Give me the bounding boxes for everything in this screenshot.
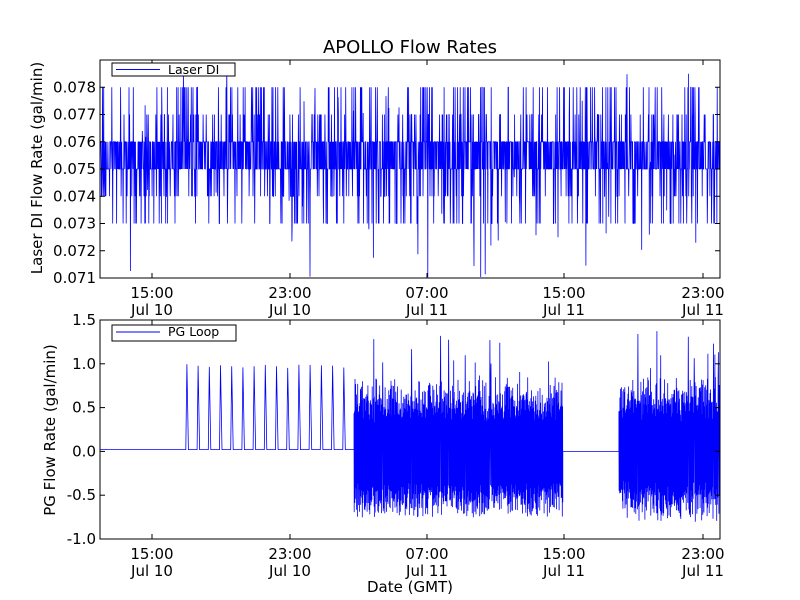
x-tick-time: 15:00 xyxy=(130,545,173,563)
y-tick-label: 1.0 xyxy=(72,355,96,373)
legend-box xyxy=(111,324,237,342)
chart-title: APOLLO Flow Rates xyxy=(323,37,497,58)
x-tick-time: 07:00 xyxy=(405,284,448,302)
laser-di-chart: APOLLO Flow Rates 0.071 0.072 0.073 0.074 0.… xyxy=(28,37,725,319)
x-tick-time: 23:00 xyxy=(681,545,724,563)
y-axis-label: PG Flow Rate (gal/min) xyxy=(41,344,59,516)
x-tick-date: Jul 11 xyxy=(681,301,724,319)
x-tick-date: Jul 10 xyxy=(130,562,173,580)
y-tick-label: 0.0 xyxy=(72,442,96,460)
x-tick-time: 23:00 xyxy=(681,284,724,302)
y-tick-label: 0.072 xyxy=(53,242,96,260)
x-tick-time: 23:00 xyxy=(268,284,311,302)
y-tick-label: 0.5 xyxy=(72,399,96,417)
y-tick-label: 0.071 xyxy=(53,269,96,287)
y-tick-label: 0.078 xyxy=(53,78,96,96)
x-tick-time: 15:00 xyxy=(542,284,585,302)
x-tick-date: Jul 11 xyxy=(542,301,585,319)
y-tick-label: 0.073 xyxy=(53,215,96,233)
laser-di-plot-frame xyxy=(99,59,721,279)
x-tick-time: 15:00 xyxy=(542,545,585,563)
y-tick-label: 0.077 xyxy=(53,106,96,124)
x-tick-date: Jul 10 xyxy=(130,301,173,319)
y-tick-label: 1.5 xyxy=(72,311,96,329)
x-tick-time: 23:00 xyxy=(268,545,311,563)
pg-loop-legend: PG Loop xyxy=(111,324,237,342)
y-tick-label: -1.0 xyxy=(67,530,96,548)
y-tick-label: -0.5 xyxy=(67,486,96,504)
y-tick-label: 0.074 xyxy=(53,187,96,205)
legend-label: Laser DI xyxy=(168,62,219,77)
x-tick-time: 15:00 xyxy=(130,284,173,302)
y-tick-label: 0.075 xyxy=(53,160,96,178)
series-line-pg-loop xyxy=(100,331,720,522)
x-tick-date: Jul 11 xyxy=(405,562,448,580)
pg-loop-plot-frame xyxy=(99,319,721,540)
x-tick-date: Jul 10 xyxy=(268,301,311,319)
x-tick-date: Jul 11 xyxy=(681,562,724,580)
y-tick-label: 0.076 xyxy=(53,133,96,151)
legend-label: PG Loop xyxy=(168,324,219,339)
x-tick-time: 07:00 xyxy=(405,545,448,563)
x-axis-label: Date (GMT) xyxy=(367,578,453,596)
x-tick-date: Jul 10 xyxy=(268,562,311,580)
series-line-laser-di xyxy=(100,67,720,278)
legend-box xyxy=(111,62,236,77)
y-axis-label: Laser DI Flow Rate (gal/min) xyxy=(28,62,46,274)
laser-di-legend: Laser DI xyxy=(111,62,236,77)
x-tick-date: Jul 11 xyxy=(542,562,585,580)
x-tick-date: Jul 11 xyxy=(405,301,448,319)
